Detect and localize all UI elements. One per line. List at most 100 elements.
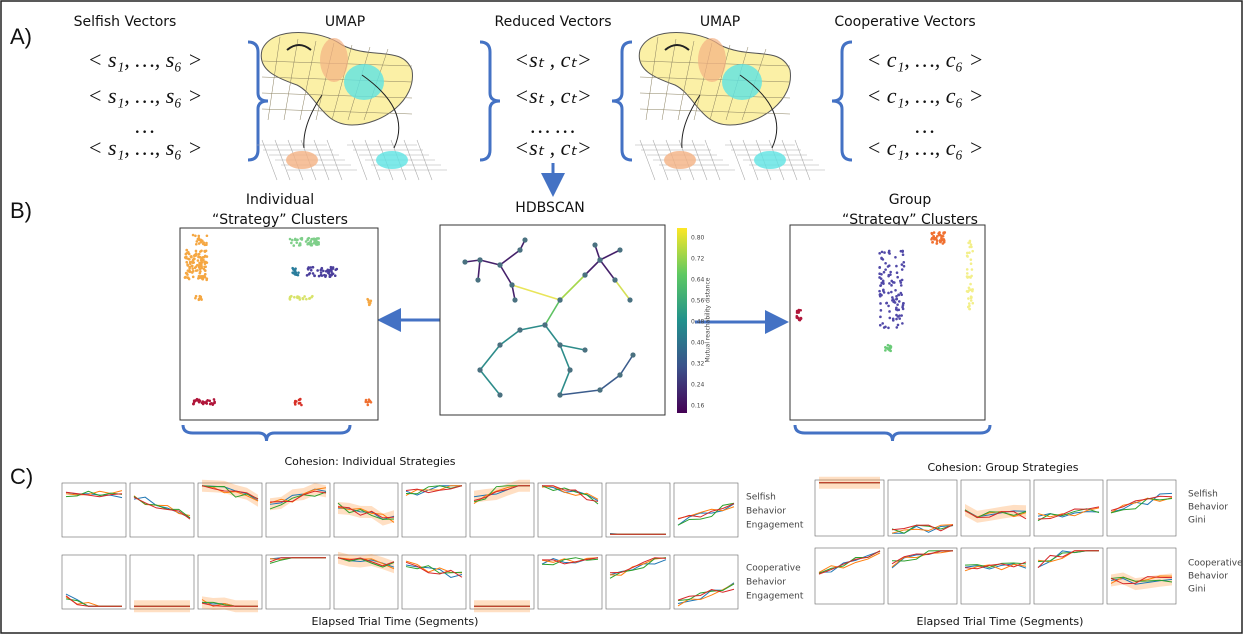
scatter-point	[798, 318, 802, 322]
mini-line	[201, 485, 259, 500]
mini-line	[1110, 497, 1173, 514]
scatter-point	[309, 266, 313, 269]
scatter-point	[316, 240, 319, 244]
tree-edge	[499, 264, 513, 286]
mini-line	[818, 552, 881, 573]
scatter-point	[943, 231, 947, 234]
colorbar-tick-label: 0.40	[691, 340, 705, 347]
plane-grid	[403, 139, 420, 181]
panel-label: B)	[10, 198, 32, 223]
arrow	[739, 74, 778, 149]
mini-plot	[960, 547, 1031, 605]
vector-row: < s₁, …, s₆ >	[88, 135, 203, 160]
scatter-point	[932, 231, 936, 234]
tree-node	[617, 247, 623, 253]
row-label: Engagement	[746, 521, 804, 531]
colorbar-tick-label: 0.80	[691, 235, 705, 242]
tree-edge	[544, 324, 561, 346]
scatter-point	[305, 297, 308, 301]
colorbar	[677, 228, 687, 413]
scatter-point	[795, 314, 799, 318]
scatter-point	[968, 251, 971, 255]
scatter-point	[942, 239, 945, 242]
brace	[247, 40, 269, 162]
scatter-point	[938, 232, 941, 236]
scatter-point	[889, 346, 893, 349]
tree-node	[557, 297, 563, 303]
scatter-point	[366, 297, 369, 301]
scatter-point	[888, 348, 891, 352]
scatter-point	[891, 296, 894, 299]
scatter-point	[893, 301, 897, 304]
scatter-point	[291, 238, 294, 242]
scatter-point	[307, 272, 311, 276]
scatter-point	[891, 317, 895, 321]
plane-grid	[351, 139, 368, 181]
scatter-point	[292, 272, 295, 275]
mini-line	[964, 561, 1027, 570]
scatter-point	[970, 295, 973, 299]
scatter-point	[901, 307, 905, 311]
vector-row: < c₁, …, c₆ >	[866, 47, 983, 72]
column-title: Reduced Vectors	[494, 14, 611, 30]
scatter-point	[902, 264, 906, 268]
region	[698, 38, 726, 82]
mini-plot	[129, 482, 195, 538]
tree-node	[509, 282, 515, 288]
scatter-point	[305, 274, 309, 277]
row-label: Selfish	[746, 493, 776, 503]
scatter-point	[205, 234, 209, 238]
scatter-point	[899, 284, 903, 287]
tree-node	[522, 237, 528, 243]
scatter-point	[884, 261, 887, 265]
region	[722, 64, 762, 100]
tree-node	[597, 257, 603, 263]
scatter-point	[369, 299, 373, 303]
tree-node	[617, 372, 623, 378]
scatter-point	[335, 267, 339, 271]
scatter-point	[895, 295, 898, 298]
scatter-point	[887, 251, 891, 254]
tree-edge	[479, 369, 501, 396]
scatter-point	[198, 264, 201, 267]
mini-line	[1110, 497, 1173, 514]
mini-plot	[333, 482, 399, 538]
tree-node	[517, 247, 523, 253]
scatter-point	[303, 295, 306, 298]
scatter-point	[969, 258, 973, 261]
brace	[611, 40, 633, 162]
scatter-point	[208, 399, 212, 403]
mini-line	[891, 550, 954, 565]
scatter-point	[194, 296, 197, 300]
scatter-point	[300, 403, 303, 407]
scatter-point	[364, 400, 368, 404]
scatter-point	[185, 248, 189, 252]
mini-line	[337, 502, 395, 520]
scatter-point	[197, 274, 201, 278]
colorbar-tick-label: 0.16	[691, 403, 705, 410]
tree-edge	[559, 344, 586, 351]
vector-row: < s₁, …, s₆ >	[88, 83, 203, 108]
tree-edge	[599, 259, 616, 281]
scatter-point	[879, 277, 883, 280]
scatter-point	[935, 239, 939, 243]
scatter-point	[197, 238, 201, 242]
scatter-point	[188, 258, 191, 261]
scatter-point	[368, 303, 371, 306]
mini-line	[65, 490, 123, 498]
scatter-point	[879, 315, 882, 319]
scatter-point	[313, 274, 316, 278]
scatter-point	[885, 301, 889, 305]
manifold-grid	[639, 108, 791, 115]
scatter-point	[329, 273, 333, 277]
colorbar-tick-label: 0.64	[691, 277, 705, 284]
scatter-point	[195, 240, 199, 243]
scatter-point	[294, 267, 297, 270]
tree-node	[497, 392, 503, 398]
mini-line	[964, 562, 1027, 568]
scatter-point	[971, 301, 975, 305]
scatter-point	[902, 260, 906, 264]
scatter-point	[291, 266, 294, 270]
scatter-point	[185, 251, 189, 255]
scatter-point	[297, 398, 301, 402]
